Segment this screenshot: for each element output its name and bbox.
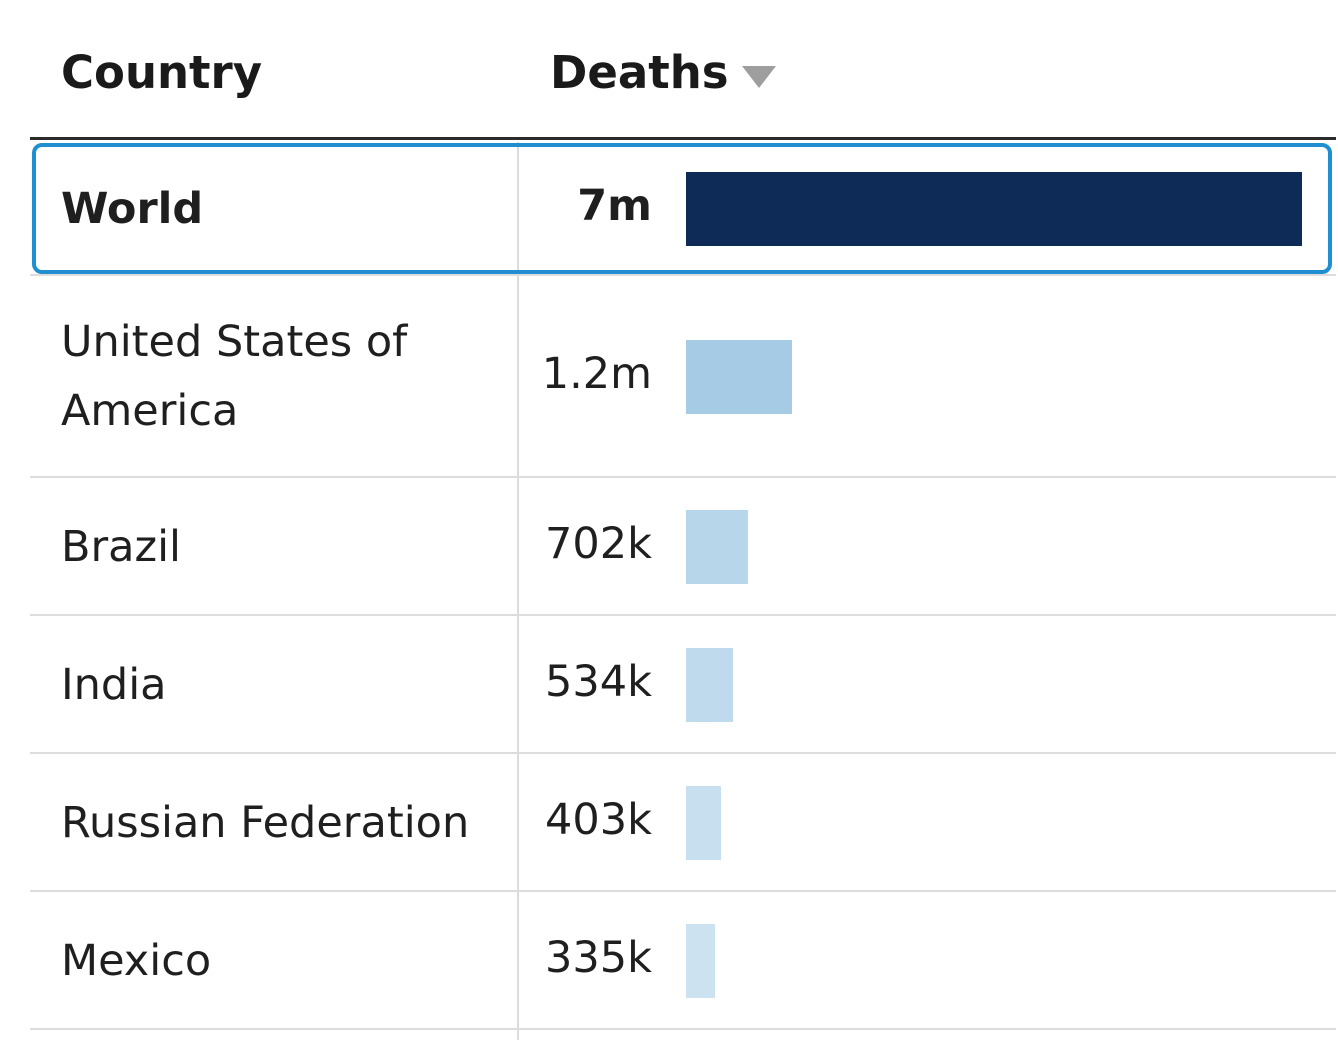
sort-descending-icon[interactable] <box>742 66 776 88</box>
table-row[interactable]: Mexico 335k <box>30 892 1336 1030</box>
country-name: World <box>61 183 204 234</box>
column-header-country[interactable]: Country <box>61 46 263 99</box>
deaths-bar <box>686 786 721 860</box>
deaths-bar <box>686 172 1302 246</box>
deaths-value: 7m <box>577 181 652 231</box>
country-name: India <box>61 659 167 710</box>
column-divider <box>517 142 519 1040</box>
column-header-deaths[interactable]: Deaths <box>550 46 729 99</box>
table-header: Country Deaths <box>30 0 1336 140</box>
deaths-bar <box>686 510 748 584</box>
table-row[interactable]: India 534k <box>30 616 1336 754</box>
table-row[interactable]: Brazil 702k <box>30 478 1336 616</box>
country-name: Russian Federation <box>61 797 470 848</box>
country-name: Mexico <box>61 935 212 986</box>
table-row[interactable]: Russian Federation 403k <box>30 754 1336 892</box>
deaths-value: 534k <box>545 657 652 707</box>
deaths-bar <box>686 648 733 722</box>
deaths-bar <box>686 924 715 998</box>
table-row[interactable]: United States of America 1.2m <box>30 276 1336 478</box>
table-row[interactable]: World 7m <box>30 142 1336 276</box>
country-name: Brazil <box>61 521 181 572</box>
deaths-value: 403k <box>545 795 652 845</box>
deaths-value: 702k <box>545 519 652 569</box>
deaths-value: 1.2m <box>541 349 652 399</box>
deaths-bar <box>686 340 792 414</box>
deaths-table: Country Deaths World 7m United States of A… <box>30 0 1336 1040</box>
country-name: United States of America <box>61 317 408 436</box>
deaths-value: 335k <box>545 933 652 983</box>
